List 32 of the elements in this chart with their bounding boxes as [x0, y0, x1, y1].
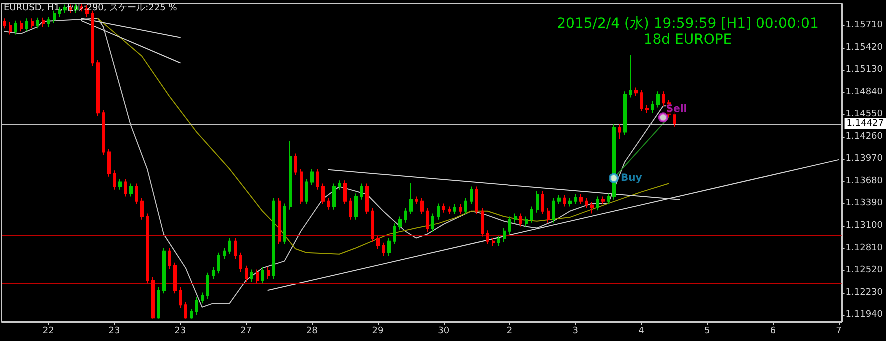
- x-tick-label: 7: [836, 326, 842, 336]
- y-tick-label: 1.11940: [846, 310, 884, 320]
- x-tick-label: 2: [506, 326, 513, 336]
- x-tick-label: 4: [638, 326, 645, 336]
- y-tick-label: 1.14840: [846, 87, 884, 98]
- x-tick-label: 6: [770, 326, 776, 336]
- text: 18d EUROPE: [644, 32, 732, 48]
- x-tick-label: 29: [372, 326, 384, 336]
- x-tick-label: 22: [42, 326, 54, 336]
- text: 2015/2/4 (水) 19:59:59 [H1] 00:00:01: [557, 16, 819, 32]
- series-label: Sell: [666, 104, 688, 116]
- y-tick-label: 1.14260: [846, 132, 884, 142]
- y-tick-label: 1.14550: [846, 110, 884, 120]
- y-tick-label: 1.15130: [846, 65, 884, 76]
- y-tick-label: 1.12520: [846, 266, 884, 276]
- y-tick-label: 1.12810: [846, 243, 884, 254]
- x-tick-label: 27: [240, 326, 252, 336]
- ref-line-label: 1.14427: [846, 119, 884, 130]
- x-tick-label: 28: [306, 326, 318, 336]
- series-label: Buy: [621, 172, 643, 184]
- y-tick-label: 1.15420: [846, 42, 884, 53]
- x-tick-label: 23: [108, 326, 120, 336]
- x-tick-label: 5: [704, 326, 710, 336]
- y-tick-label: 1.15710: [846, 20, 884, 31]
- x-tick-label: 23: [174, 326, 186, 336]
- y-tick-label: 1.13390: [846, 198, 884, 209]
- x-tick-label: 30: [438, 326, 450, 336]
- x-tick-label: 3: [572, 326, 578, 336]
- y-tick-label: 1.13970: [846, 154, 884, 164]
- y-tick-label: 1.13680: [846, 176, 884, 186]
- y-tick-label: 1.12230: [846, 288, 884, 298]
- y-tick-label: 1.13100: [846, 220, 884, 231]
